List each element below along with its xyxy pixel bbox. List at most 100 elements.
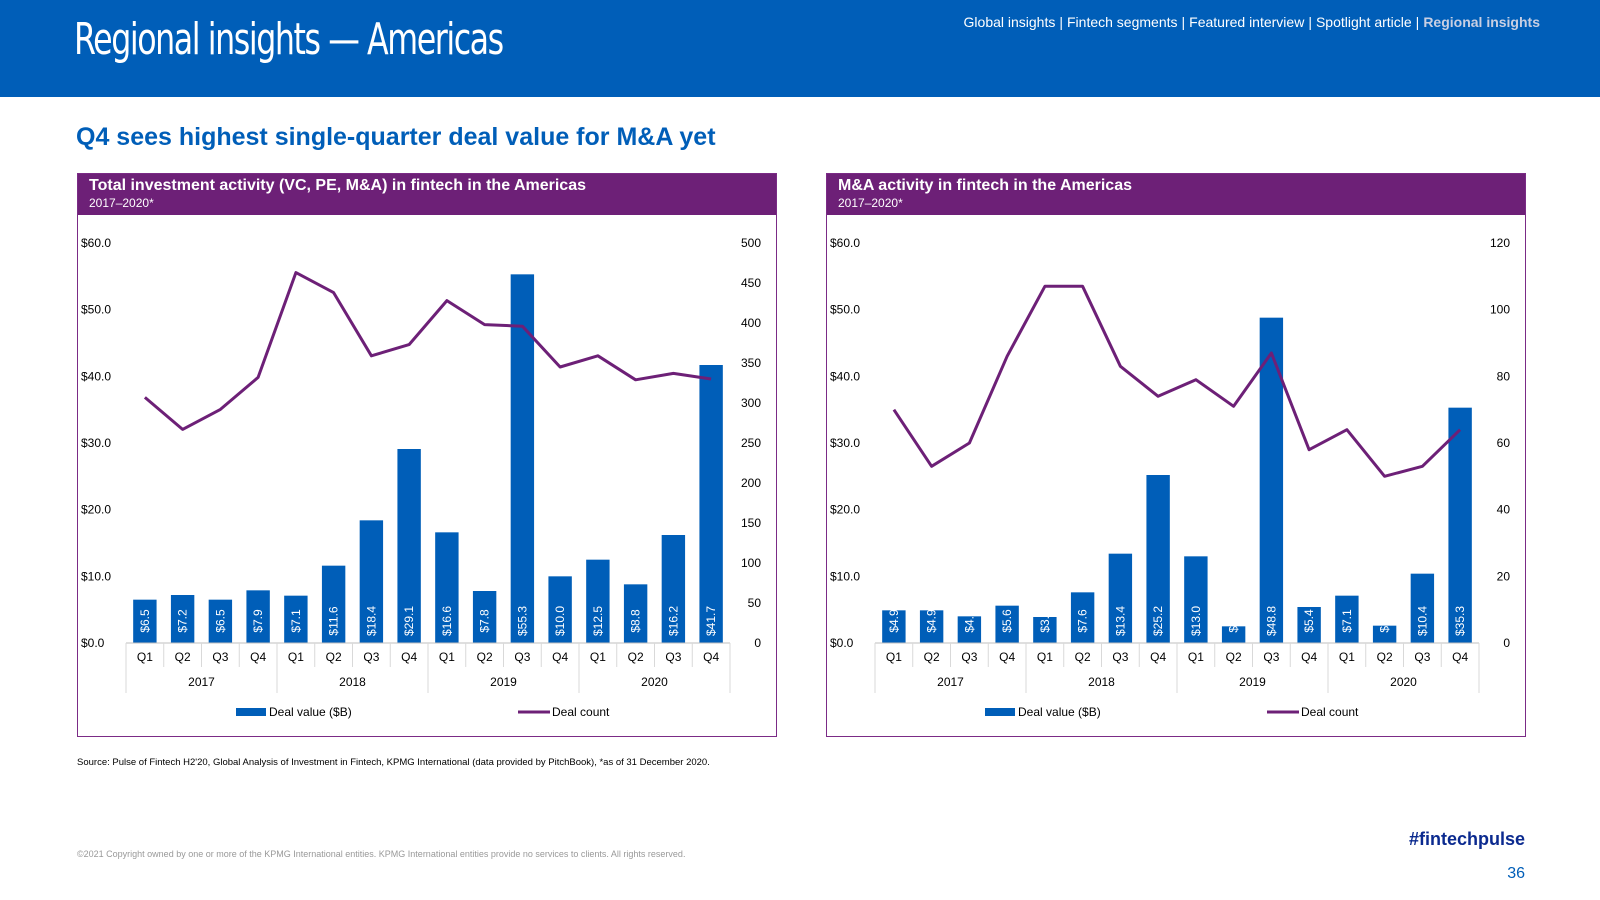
bar (661, 535, 686, 643)
bar (284, 595, 308, 643)
bar (435, 532, 459, 643)
y-axis-tick-label: $20.0 (830, 503, 860, 517)
bar (548, 576, 572, 643)
x-axis-category-label: Q4 (401, 650, 417, 664)
x-axis-category-label: Q3 (1263, 650, 1279, 664)
bar-value-label: $4.9 (887, 609, 901, 633)
x-axis-category-label: Q2 (1075, 650, 1091, 664)
x-axis-category-label: Q3 (961, 650, 977, 664)
bar-value-label: $13.0 (1189, 606, 1203, 636)
bar-value-label: $13.4 (1113, 606, 1127, 636)
bar-value-label: $7.2 (176, 609, 190, 633)
y-axis-tick-label: $10.0 (830, 569, 860, 583)
y2-axis-tick-label: 0 (1503, 636, 1510, 650)
bar (1259, 317, 1284, 643)
x-axis-category-label: Q3 (665, 650, 681, 664)
y2-axis-tick-label: 20 (1497, 569, 1511, 583)
x-axis-category-label: Q4 (1301, 650, 1317, 664)
y2-axis-tick-label: 500 (741, 236, 761, 250)
y2-axis-tick-label: 350 (741, 356, 761, 370)
y-axis-tick-label: $40.0 (81, 369, 111, 383)
bar (995, 605, 1019, 643)
chart-title: Total investment activity (VC, PE, M&A) … (89, 177, 586, 194)
y2-axis-tick-label: 60 (1497, 436, 1511, 450)
bar (957, 616, 982, 643)
nav-link-global-insights[interactable]: Global insights (963, 14, 1056, 30)
bar (170, 595, 195, 643)
x-axis-category-label: Q4 (703, 650, 719, 664)
bar-value-label: $48.8 (1264, 606, 1278, 636)
bar-value-label: $10.0 (553, 606, 567, 636)
copyright-notice: ©2021 Copyright owned by one or more of … (77, 849, 686, 859)
bar (397, 449, 421, 643)
nav-link-regional-insights[interactable]: Regional insights (1423, 14, 1540, 30)
y-axis-tick-label: $30.0 (81, 436, 111, 450)
y2-axis-tick-label: 100 (1490, 303, 1510, 317)
bar (510, 274, 535, 643)
x-axis-year-label: 2020 (1390, 675, 1417, 689)
chart-panel-ma-activity: M&A activity in fintech in the Americas … (826, 173, 1526, 737)
hashtag-link[interactable]: #fintechpulse (1408, 829, 1525, 849)
y2-axis-tick-label: 150 (741, 516, 761, 530)
bar (1108, 553, 1133, 643)
bar-value-label: $5.4 (1302, 609, 1316, 633)
bar-value-label: $11.6 (327, 606, 341, 635)
x-axis-category-label: Q2 (326, 650, 342, 664)
bar (1033, 617, 1057, 643)
legend-label-deal-value: Deal value ($B) (1018, 705, 1101, 719)
x-axis-year-label: 2017 (937, 675, 964, 689)
x-axis-category-label: Q2 (628, 650, 644, 664)
x-axis-category-label: Q3 (1112, 650, 1128, 664)
source-note: Source: Pulse of Fintech H2'20, Global A… (77, 757, 710, 768)
header-bar: Regional insights — Americas Global insi… (0, 0, 1600, 97)
y-axis-tick-label: $50.0 (81, 303, 111, 317)
legend-swatch-deal-value (236, 708, 266, 716)
x-axis-category-label: Q4 (1452, 650, 1468, 664)
bar (1448, 407, 1472, 643)
y2-axis-tick-label: 80 (1497, 369, 1511, 383)
bar-value-label: $7.1 (289, 609, 303, 633)
x-axis-year-label: 2018 (339, 675, 366, 689)
x-axis-category-label: Q1 (288, 650, 304, 664)
x-axis-category-label: Q4 (552, 650, 568, 664)
x-axis-category-label: Q3 (1414, 650, 1430, 664)
bar-value-label: $7.9 (251, 609, 265, 633)
bar-value-label: $10.4 (1415, 606, 1429, 636)
combo-chart-total-investment: $0.0 $10.0 $20.0 $30.0 $40.0 $50.0 $60.0 0 50 100… (81, 236, 762, 719)
bar (1146, 475, 1170, 643)
bar-value-label: $4.9 (925, 609, 939, 633)
x-axis-year-label: 2020 (641, 675, 668, 689)
x-axis-category-label: Q4 (1150, 650, 1166, 664)
page-number: 36 (1507, 865, 1525, 882)
x-axis-category-label: Q2 (924, 650, 940, 664)
nav-link-spotlight-article[interactable]: Spotlight article (1315, 14, 1412, 30)
headline: Q4 sees highest single-quarter deal valu… (76, 123, 716, 151)
nav-link-featured-interview[interactable]: Featured interview (1189, 14, 1305, 30)
bar-value-label: $3.9 (1038, 609, 1052, 633)
bar-value-label: $4.0 (962, 609, 976, 633)
x-axis-category-label: Q2 (1226, 650, 1242, 664)
x-axis-category-label: Q1 (1037, 650, 1053, 664)
bar (623, 584, 648, 643)
bar-value-label: $55.3 (515, 606, 529, 636)
bar-value-label: $12.5 (591, 606, 605, 636)
legend-label-deal-count: Deal count (1301, 705, 1359, 719)
y2-axis-tick-label: 50 (748, 596, 762, 610)
y2-axis-tick-label: 0 (754, 636, 761, 650)
x-axis-category-label: Q1 (1339, 650, 1355, 664)
bar (1070, 592, 1095, 643)
bar-value-label: $2.5 (1227, 609, 1241, 633)
y2-axis-tick-label: 450 (741, 276, 761, 290)
chart-panel-total-investment: Total investment activity (VC, PE, M&A) … (77, 173, 777, 737)
bar-value-label: $7.1 (1340, 609, 1354, 633)
nav-link-fintech-segments[interactable]: Fintech segments (1067, 14, 1178, 30)
page-title: Regional insights — Americas (74, 14, 504, 65)
nav-separator: | (1181, 14, 1186, 30)
chart-header: Total investment activity (VC, PE, M&A) … (78, 174, 776, 215)
bar (321, 565, 346, 643)
y2-axis-tick-label: 40 (1497, 503, 1511, 517)
y-axis-tick-label: $0.0 (830, 636, 854, 650)
bar (1372, 625, 1397, 643)
top-nav: Global insights | Fintech segments | Feature… (964, 14, 1540, 30)
x-axis-category-label: Q2 (477, 650, 493, 664)
